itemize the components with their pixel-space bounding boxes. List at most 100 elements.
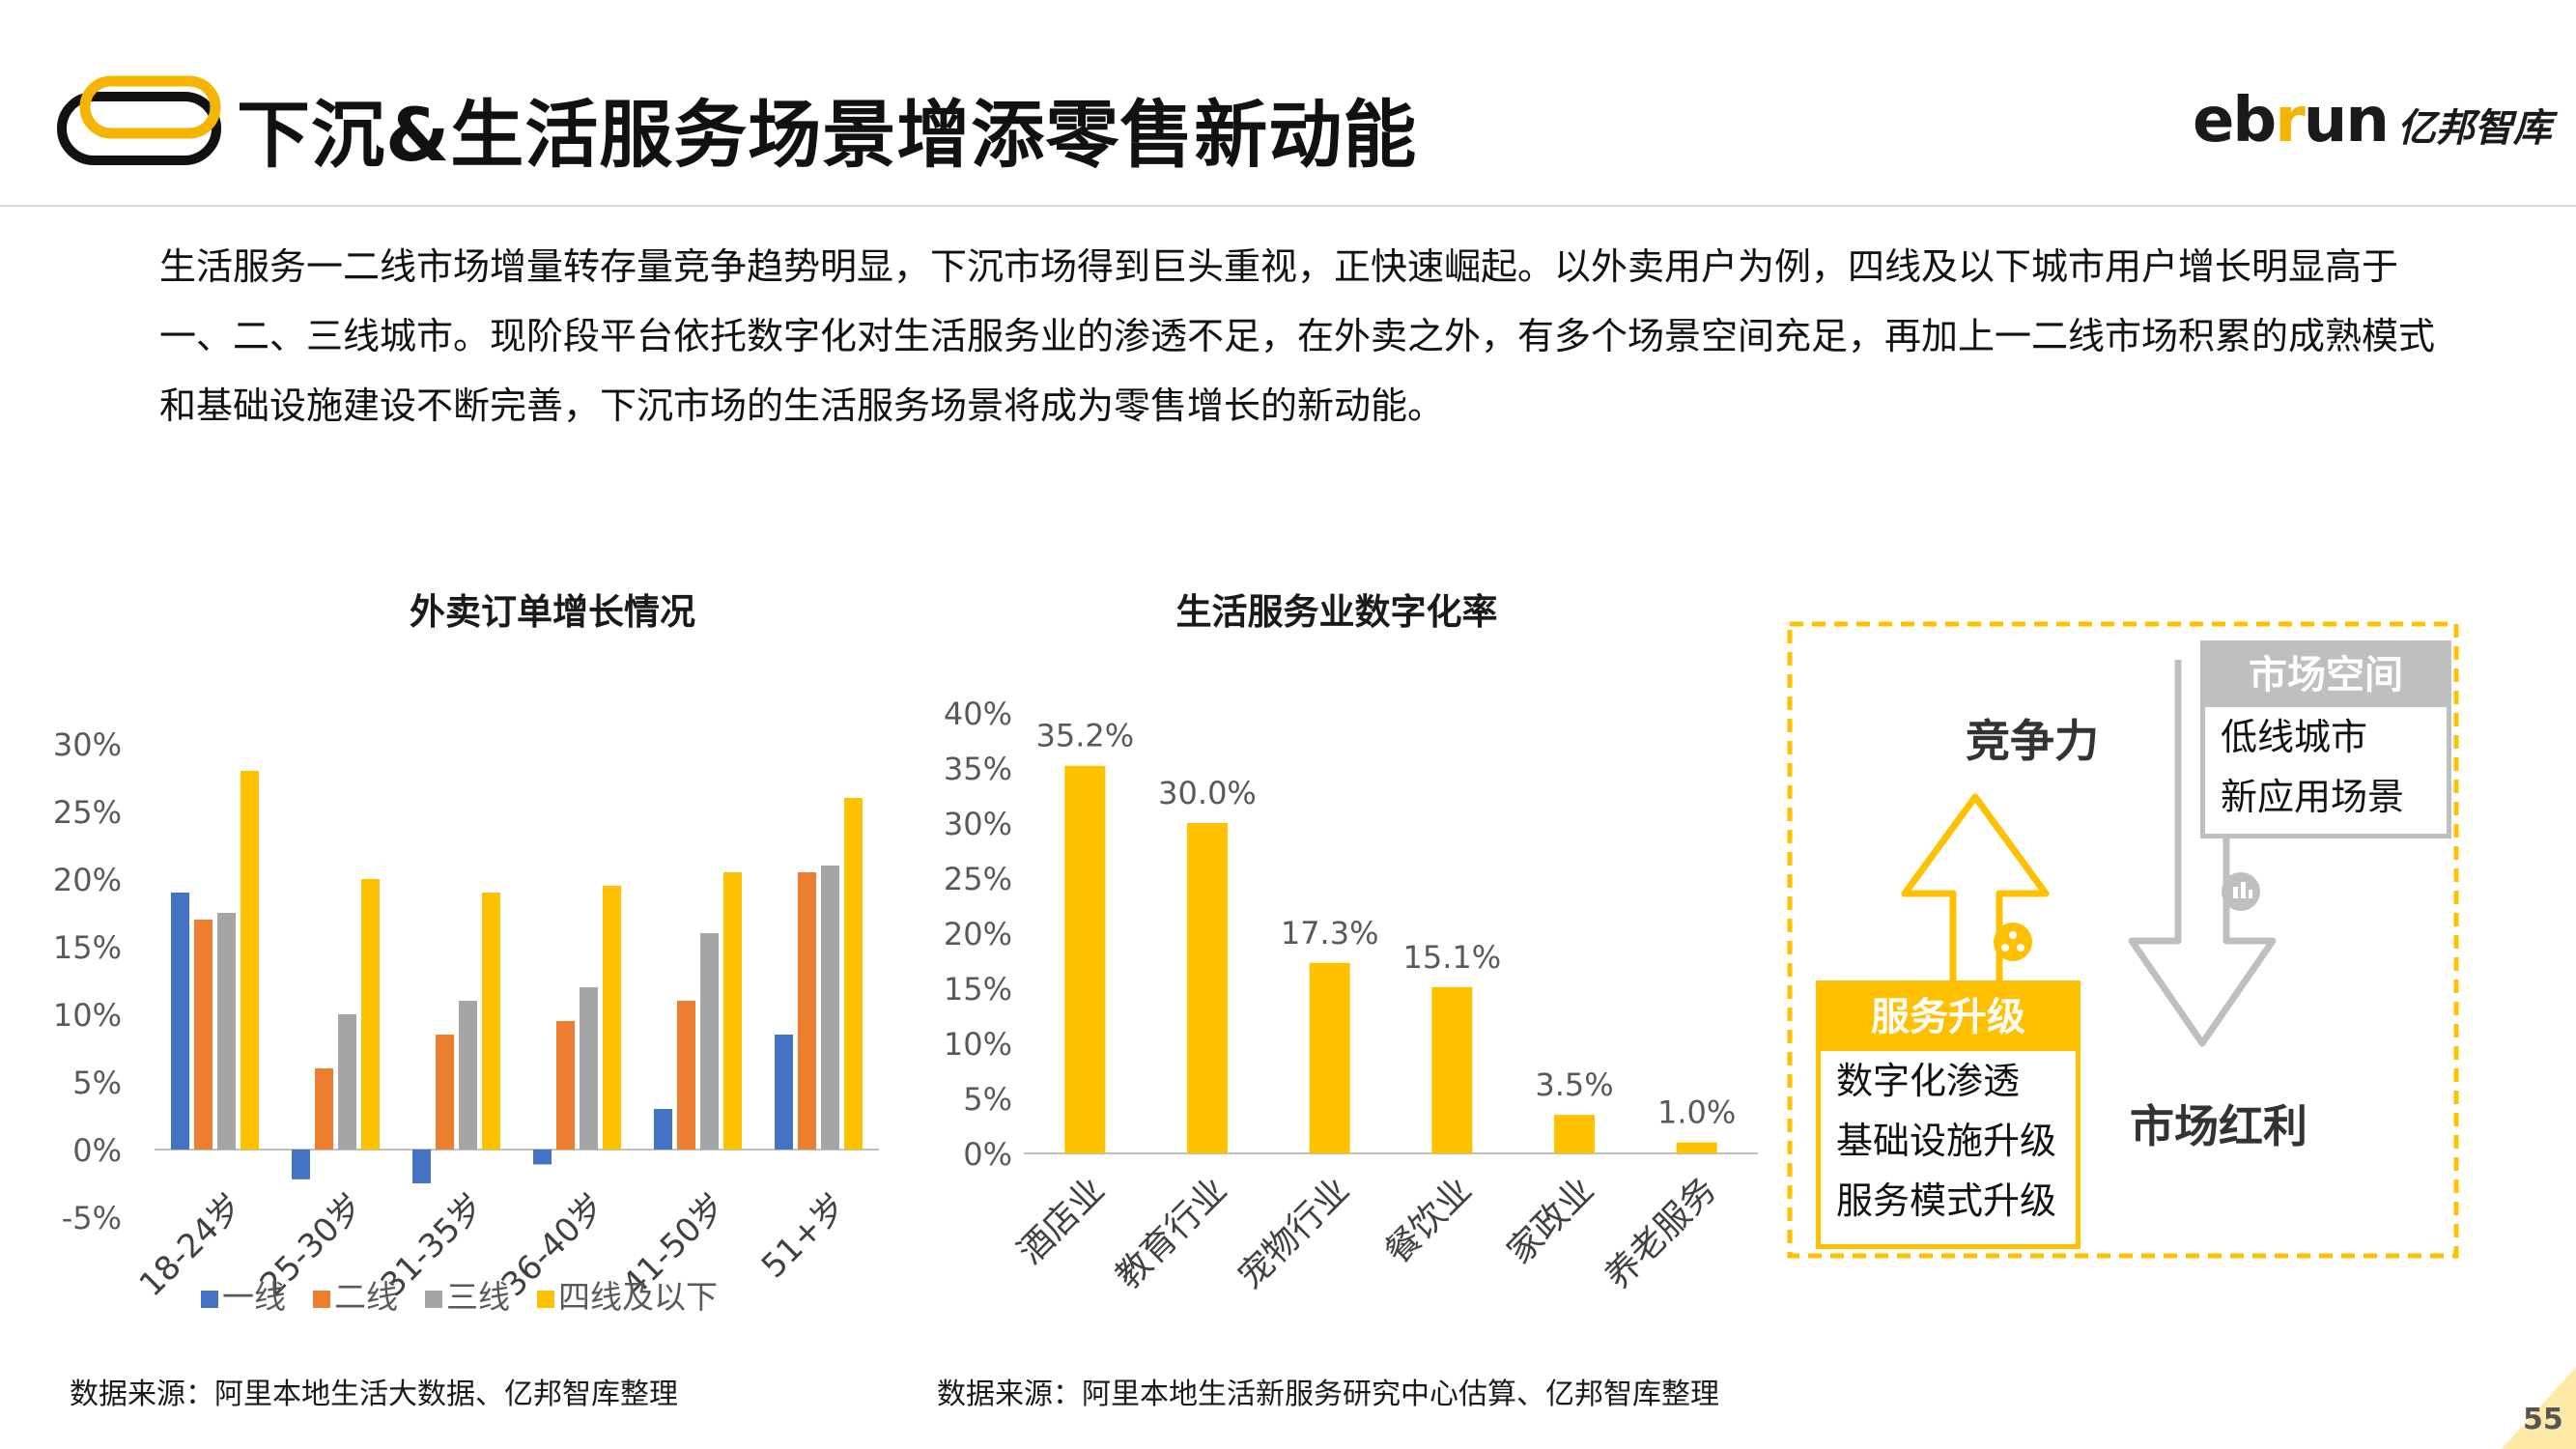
brand-logo: ebrun 亿邦智库: [2193, 85, 2552, 156]
network-icon: [1994, 923, 2032, 961]
bar: [1187, 823, 1228, 1153]
x-tick-label: 51+岁: [754, 1186, 854, 1286]
x-tick-label: 养老服务: [1598, 1170, 1724, 1296]
x-tick-label: 教育行业: [1109, 1170, 1235, 1296]
bar: [580, 987, 598, 1150]
y-tick-label: 5%: [72, 1065, 122, 1101]
service-upgrade-item: 基础设施升级: [1836, 1120, 2057, 1162]
market-space-item: 低线城市: [2221, 716, 2368, 758]
y-tick-label: 30%: [944, 806, 1012, 842]
y-tick-label: 25%: [944, 861, 1012, 897]
page-title: 下沉&生活服务场景增添零售新动能: [237, 92, 1418, 178]
y-tick-label: 0%: [963, 1136, 1012, 1173]
data-label: 3.5%: [1535, 1066, 1613, 1103]
diagram-frame: [1787, 621, 2459, 1259]
brand-logo-mark-icon: [57, 75, 221, 165]
legend-label: 一线: [222, 1278, 286, 1316]
bar: [844, 798, 863, 1150]
bar: [482, 893, 500, 1150]
bar: [821, 866, 839, 1150]
bar: [412, 1150, 431, 1183]
chart-2-source: 数据来源：阿里本地生活新服务研究中心估算、亿邦智库整理: [937, 1378, 1719, 1411]
service-upgrade-item: 数字化渗透: [1836, 1060, 2021, 1102]
data-label: 30.0%: [1158, 775, 1257, 811]
bar: [1064, 765, 1106, 1153]
bar: [315, 1068, 333, 1150]
bar: [361, 879, 380, 1150]
legend-swatch: [537, 1291, 554, 1308]
bar: [292, 1150, 310, 1179]
brand-en-part: un: [2303, 85, 2390, 156]
chart-1-source: 数据来源：阿里本地生活大数据、亿邦智库整理: [70, 1378, 678, 1411]
bar: [436, 1035, 454, 1150]
bar: [677, 1001, 695, 1150]
data-label: 15.1%: [1403, 939, 1502, 976]
chart-2-title: 生活服务业数字化率: [1175, 591, 1498, 633]
service-upgrade-title: 服务升级: [1821, 985, 2076, 1051]
x-tick-label: 宠物行业: [1231, 1170, 1357, 1296]
chart-2-svg: 0% 5% 10% 15% 20% 25% 30% 35% 40% 35.2% 酒店业 30.0% 教育…: [944, 696, 1758, 1296]
competitiveness-label: 竞争力: [1966, 715, 2099, 767]
y-tick-label: 10%: [53, 997, 122, 1034]
x-tick-label: 酒店业: [1010, 1170, 1112, 1271]
y-tick-label: 15%: [53, 929, 122, 966]
x-tick-label: 餐饮业: [1377, 1170, 1479, 1271]
up-arrow-icon: [1901, 793, 2050, 994]
bar: [194, 920, 212, 1150]
bar: [603, 886, 621, 1150]
legend-swatch: [201, 1291, 218, 1308]
y-tick-label: 15%: [944, 971, 1012, 1008]
bar: [1309, 962, 1350, 1153]
market-dividend-label: 市场红利: [2130, 1100, 2307, 1152]
bar: [459, 1001, 477, 1150]
service-upgrade-item: 服务模式升级: [1836, 1179, 2057, 1222]
bar: [775, 1035, 793, 1150]
bar: [1554, 1115, 1595, 1153]
page-number: 55: [2523, 1403, 2563, 1436]
y-tick-label: 10%: [944, 1026, 1012, 1063]
bar: [700, 933, 719, 1150]
bar: [723, 872, 742, 1150]
bar: [338, 1014, 356, 1150]
bar: [798, 872, 816, 1150]
bar: [1431, 986, 1473, 1153]
bar: [217, 913, 236, 1150]
bar: [556, 1021, 575, 1150]
chart-1-title: 外卖订单增长情况: [410, 591, 695, 633]
bar: [533, 1150, 552, 1165]
market-space-title: 市场空间: [2205, 645, 2447, 707]
x-tick-label: 家政业: [1500, 1170, 1601, 1271]
y-tick-label: -5%: [62, 1200, 122, 1236]
header-divider: [0, 205, 2576, 207]
legend-label: 四线及以下: [558, 1278, 718, 1316]
brand-en-part: r: [2275, 85, 2306, 156]
market-space-box: 市场空间 低线城市 新应用场景: [2200, 640, 2451, 838]
bar: [654, 1109, 672, 1150]
y-tick-label: 20%: [944, 916, 1012, 952]
y-tick-label: 25%: [53, 794, 122, 831]
growth-diagram: 竞争力 市场红利 市场空间 低线城市 新应用场景 服务升级 数字化渗透 基础设施…: [1787, 621, 2459, 1259]
service-upgrade-box: 服务升级 数字化渗透 基础设施升级 服务模式升级: [1816, 980, 2081, 1249]
data-label: 35.2%: [1036, 718, 1135, 754]
legend-label: 二线: [334, 1278, 398, 1316]
brand-name-en: ebrun: [2193, 85, 2390, 156]
down-arrow-icon: [2128, 834, 2277, 1047]
data-label: 1.0%: [1657, 1094, 1736, 1131]
corner-decoration-icon: [2502, 1367, 2576, 1449]
legend-label: 三线: [446, 1278, 510, 1316]
y-tick-label: 35%: [944, 751, 1012, 787]
legend-swatch: [313, 1291, 330, 1308]
intro-paragraph: 生活服务一二线市场增量转存量竞争趋势明显，下沉市场得到巨头重视，正快速崛起。以外…: [159, 245, 2436, 427]
y-tick-label: 30%: [53, 726, 122, 763]
brand-name-cn: 亿邦智库: [2396, 106, 2552, 151]
y-tick-label: 5%: [963, 1081, 1012, 1118]
chart-1-svg: -5%0%5%10%15%20%25%30%18-24岁 25-30岁 31-35岁…: [53, 726, 879, 1316]
bar: [171, 893, 189, 1150]
market-space-item: 新应用场景: [2221, 776, 2405, 818]
data-label: 17.3%: [1281, 915, 1379, 952]
legend-swatch: [425, 1291, 442, 1308]
bar: [1676, 1142, 1717, 1153]
brand-en-part: eb: [2193, 85, 2277, 156]
y-tick-label: 40%: [944, 696, 1012, 732]
y-tick-label: 0%: [72, 1132, 122, 1169]
